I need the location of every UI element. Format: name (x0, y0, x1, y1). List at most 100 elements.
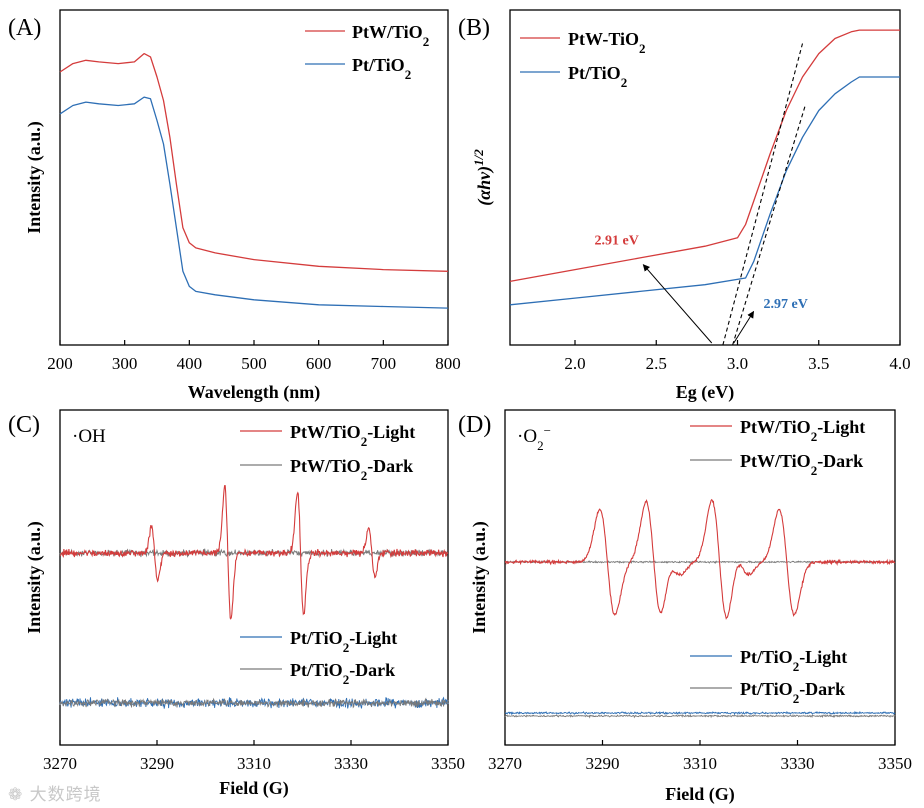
species-main: ·O (517, 426, 537, 447)
legend-text-part: 2 (811, 463, 818, 478)
x-tick-label: 3310 (237, 754, 271, 773)
x-tick-label: 4.0 (889, 354, 910, 373)
series-line (509, 29, 900, 283)
legend-text-part: 2 (405, 67, 412, 82)
legend-label: Pt/TiO2-Light (740, 647, 847, 674)
panel-a: 200 300 400 500 600 700 800 (A) Wavelength (nm) I… (8, 9, 461, 403)
x-tick-label: 3350 (878, 754, 912, 773)
legend-text-part: -Dark (349, 660, 395, 680)
series-line (59, 485, 449, 620)
panel-label: (D) (458, 412, 491, 438)
legend-text-part: -Dark (817, 451, 863, 471)
tangent-line (722, 43, 804, 346)
legend-text-part: -Light (367, 422, 415, 442)
y-axis-label: Intensity (a.u.) (469, 521, 490, 634)
panel-label: (A) (8, 15, 41, 41)
x-tick-label: 3330 (334, 754, 368, 773)
x-tick-label: 800 (435, 354, 461, 373)
legend-text-part: 2 (343, 640, 350, 655)
plot-frame (509, 9, 901, 346)
legend-text-part: Pt/TiO (740, 647, 793, 667)
tangent-line (732, 103, 807, 346)
x-tick-label: 3310 (683, 754, 717, 773)
legend-text-part: Pt/TiO (352, 55, 405, 75)
panel-label: (C) (8, 412, 40, 438)
series-line (504, 710, 896, 716)
y-axis-label-main: (αhν) (474, 166, 495, 206)
legend-text-part: 2 (793, 691, 800, 706)
legend-text-part: -Dark (799, 679, 845, 699)
legend-text-part: 2 (361, 434, 368, 449)
x-tick-label: 3290 (140, 754, 174, 773)
legend-text-part: -Light (799, 647, 847, 667)
legend-text-part: -Light (817, 417, 865, 437)
x-tick-label: 500 (241, 354, 267, 373)
legend-text-part: PtW/TiO (740, 417, 811, 437)
y-axis-label: (αhν)1/2 (471, 149, 496, 206)
series-line (505, 498, 896, 620)
legend-label: PtW/TiO2 (352, 22, 429, 49)
legend-label: PtW-TiO2 (568, 29, 646, 56)
series-line (59, 96, 449, 309)
panel-label: (B) (458, 15, 490, 41)
legend-label: PtW/TiO2-Light (290, 422, 415, 449)
legend-text-part: Pt/TiO (290, 660, 343, 680)
panel-c: 3270 3290 3310 3330 3350 (C) Field (G) Intensit… (8, 409, 465, 799)
x-axis-label: Wavelength (nm) (188, 382, 321, 403)
series-line (504, 713, 896, 719)
x-axis-label: Eg (eV) (676, 382, 734, 403)
x-tick-label: 3270 (488, 754, 522, 773)
x-tick-label: 700 (371, 354, 397, 373)
legend-label: Pt/TiO2-Dark (290, 660, 395, 687)
species-label: ·O2− (517, 423, 551, 453)
legend-text-part: PtW/TiO (740, 451, 811, 471)
panel-b: 2.0 2.5 3.0 3.5 4.0 (B) Eg (eV) (αhν)1/2 PtW-TiO… (458, 9, 911, 403)
x-tick-label: 300 (112, 354, 138, 373)
annotation-arrow (733, 310, 755, 344)
legend-label: PtW/TiO2-Light (740, 417, 865, 444)
y-axis-label-exponent: 1/2 (471, 149, 486, 166)
legend-label: PtW/TiO2-Dark (290, 456, 413, 483)
legend-label: Pt/TiO2 (568, 63, 627, 90)
legend-text-part: 2 (811, 429, 818, 444)
series-line (59, 697, 449, 709)
x-tick-label: 3330 (781, 754, 815, 773)
y-axis-label: Intensity (a.u.) (24, 121, 45, 234)
legend-label: Pt/TiO2 (352, 55, 411, 82)
species-sup: − (544, 423, 551, 438)
legend-text-part: 2 (793, 659, 800, 674)
x-axis-label: Field (G) (219, 778, 289, 799)
watermark-text: 大数跨境 (29, 785, 102, 805)
legend-text-part: 2 (361, 468, 368, 483)
legend-label: PtW/TiO2-Dark (740, 451, 863, 478)
annotation-label: 2.97 eV (764, 297, 808, 312)
x-tick-label: 3270 (43, 754, 77, 773)
legend-text-part: Pt/TiO (740, 679, 793, 699)
x-tick-label: 2.5 (646, 354, 667, 373)
x-tick-label: 3.5 (808, 354, 829, 373)
x-tick-label: 200 (47, 354, 73, 373)
x-axis-label: Field (G) (665, 784, 735, 805)
species-sub: 2 (537, 438, 544, 453)
annotation-arrow (642, 264, 713, 344)
annotation-label: 2.91 eV (595, 234, 639, 249)
legend-label: Pt/TiO2-Light (290, 628, 397, 655)
legend-text-part: Pt/TiO (290, 628, 343, 648)
y-axis-label: Intensity (a.u.) (24, 521, 45, 634)
legend-text-part: 2 (639, 41, 646, 56)
legend-text-part: 2 (621, 75, 628, 90)
x-tick-label: 2.0 (564, 354, 585, 373)
x-tick-label: 600 (306, 354, 332, 373)
legend-text-part: PtW/TiO (352, 22, 423, 42)
x-tick-label: 3290 (586, 754, 620, 773)
x-tick-label: 3350 (431, 754, 465, 773)
panel-d: 3270 3290 3310 3330 3350 (D) Field (G) Intensit… (458, 409, 912, 805)
legend-label: Pt/TiO2-Dark (740, 679, 845, 706)
legend-text-part: Pt/TiO (568, 63, 621, 83)
legend-text-part: -Dark (367, 456, 413, 476)
watermark: ❁ 大数跨境 (8, 785, 102, 805)
legend-text-part: PtW/TiO (290, 456, 361, 476)
legend-text-part: PtW-TiO (568, 29, 639, 49)
legend-text-part: 2 (423, 34, 430, 49)
